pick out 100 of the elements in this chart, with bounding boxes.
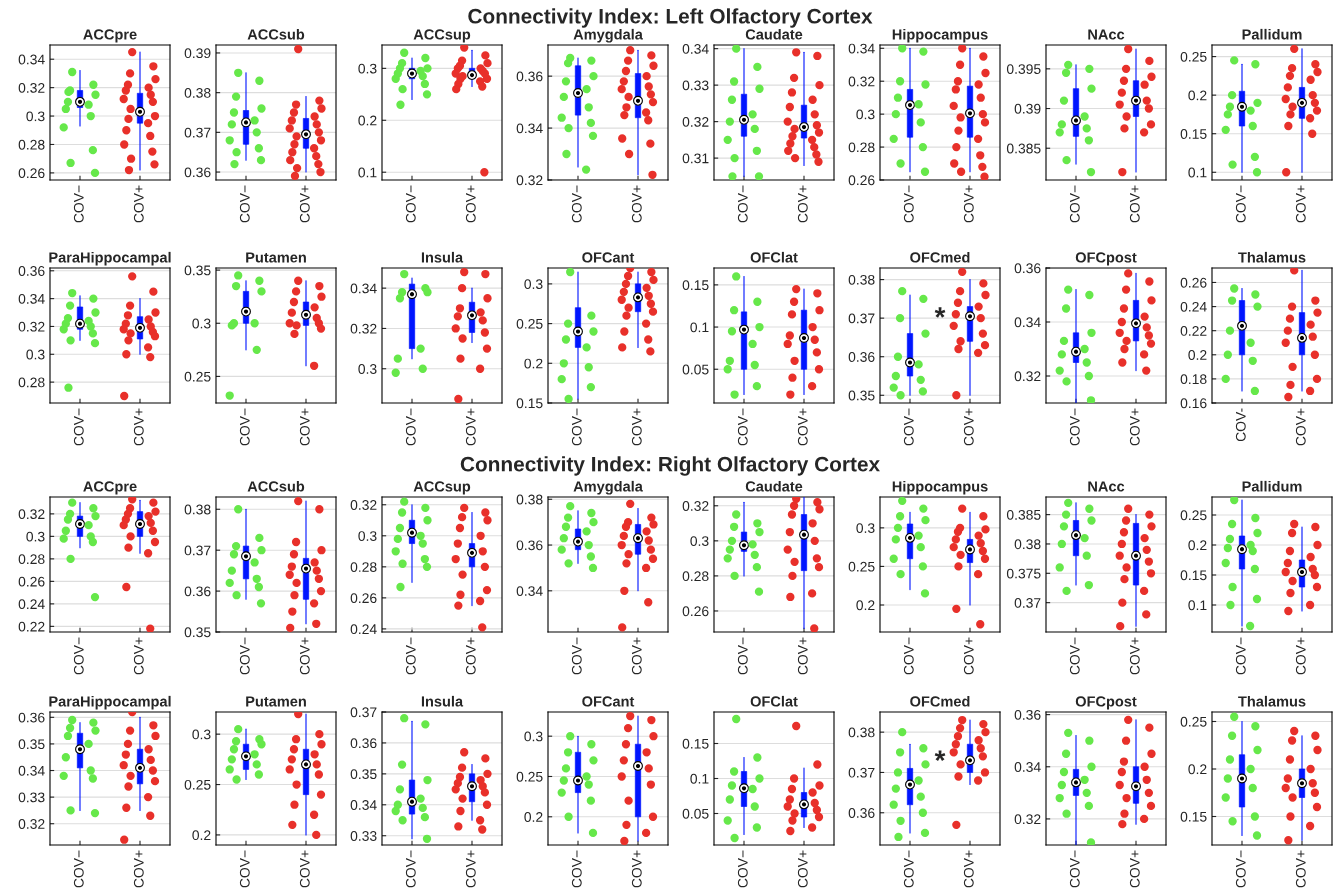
y-tick-label: 0.24: [1180, 301, 1207, 312]
y-tick-label: 0.36: [1014, 709, 1041, 720]
y-tick-label: 0.05: [682, 808, 709, 819]
x-tick-label: COV−: [1069, 637, 1080, 675]
y-tick-label: 0.2: [524, 812, 543, 822]
y-tick-label: 0.37: [1014, 597, 1041, 608]
chart-title: OFCmed: [910, 251, 970, 263]
y-tick-label: 0.25: [1180, 510, 1207, 521]
y-tick-label: 0.3: [690, 536, 709, 546]
x-tick-label: COV−: [1235, 185, 1246, 223]
y-tick-label: 0.34: [350, 800, 377, 810]
y-tick-label: 0.2: [856, 600, 875, 611]
y-tick-label: 0.25: [516, 771, 543, 782]
chart-title: Hippocampus: [892, 28, 988, 43]
x-tick-label: COV−: [571, 408, 582, 446]
chart-title: ACCsub: [247, 28, 305, 40]
x-tick-label: COV+: [1295, 408, 1306, 446]
y-tick-label: 0.2: [1188, 764, 1207, 775]
y-tick-label: 0.3: [524, 731, 543, 742]
y-tick-label: 0.33: [682, 80, 709, 91]
x-tick-label: COV−: [239, 637, 250, 675]
y-tick-label: 0.385: [1006, 509, 1041, 520]
chart-title: Thalamus: [1238, 695, 1306, 707]
x-tick-label: COV+: [1129, 637, 1140, 675]
chart-title: Amygdala: [573, 28, 643, 43]
x-tick-label: COV−: [73, 185, 84, 223]
annotation: *: [934, 750, 946, 761]
chart-title: ACCsup: [413, 29, 471, 43]
x-tick-label: COV+: [1129, 850, 1140, 888]
y-tick-label: 0.15: [682, 738, 709, 749]
chart-title: Putamen: [246, 696, 306, 707]
x-tick-label: COV+: [797, 185, 808, 223]
chart-title: ACCsub: [247, 480, 305, 492]
y-tick-label: 0.36: [516, 71, 543, 82]
y-tick-label: 0.15: [682, 280, 709, 291]
y-tick-label: 0.32: [1014, 814, 1041, 825]
x-tick-label: COV−: [405, 637, 416, 675]
y-tick-label: 0.38: [848, 274, 875, 285]
y-tick-label: 0.32: [682, 116, 709, 127]
y-tick-label: 0.35: [848, 390, 875, 401]
x-tick-label: COV+: [1295, 850, 1306, 888]
y-tick-label: 0.3: [524, 279, 543, 290]
y-tick-label: 0.1: [358, 167, 377, 178]
y-tick-label: 0.395: [1006, 64, 1041, 74]
x-tick-label: COV+: [797, 637, 808, 675]
chart-title: NAcc: [1088, 481, 1125, 492]
y-tick-label: 0.3: [26, 111, 45, 122]
y-tick-label: 0.36: [184, 167, 211, 178]
y-tick-label: 0.24: [18, 599, 45, 610]
chart-title: OFCpost: [1075, 252, 1137, 266]
x-tick-label: COV−: [239, 185, 250, 223]
chart-title: Hippocampus: [892, 480, 988, 495]
y-tick-label: 0.35: [184, 627, 211, 638]
y-tick-label: 0.3: [856, 109, 875, 120]
y-tick-label: 0.3: [192, 729, 211, 740]
chart-title: OFCant: [582, 696, 635, 707]
y-tick-label: 0.3: [192, 318, 211, 329]
x-tick-label: COV−: [239, 850, 250, 888]
y-tick-label: 0.22: [1180, 326, 1207, 336]
chart-title: ACCpre: [83, 481, 137, 495]
y-tick-label: 0.34: [848, 43, 875, 54]
x-tick-label: COV−: [405, 185, 416, 223]
y-tick-label: 0.3: [856, 523, 875, 534]
text: Connectivity Index: Right Olfactory Cortex: [460, 456, 880, 476]
chart-title: OFCmed: [910, 695, 970, 707]
x-tick-label: COV+: [631, 850, 642, 888]
y-tick-label: 0.28: [18, 554, 45, 565]
x-tick-label: COV+: [963, 408, 974, 446]
y-tick-label: 0.32: [1014, 371, 1041, 382]
x-tick-label: COV-: [1235, 408, 1246, 442]
x-tick-label: COV+: [465, 408, 476, 446]
x-tick-label: COV+: [963, 185, 974, 223]
y-tick-label: 0.375: [1006, 568, 1041, 579]
y-tick-label: 0.38: [184, 504, 211, 515]
y-tick-label: 0.26: [1180, 277, 1207, 288]
x-tick-label: COV−: [1069, 850, 1080, 888]
x-tick-label: COV−: [73, 637, 84, 675]
x-tick-label: COV−: [405, 850, 416, 888]
y-tick-label: 0.36: [516, 540, 543, 551]
y-tick-label: 0.32: [18, 321, 45, 332]
x-tick-label: COV−: [1235, 850, 1246, 888]
x-tick-label: COV−: [1069, 408, 1080, 446]
chart-title: NAcc: [1088, 29, 1125, 40]
y-tick-label: 0.2: [192, 830, 211, 841]
chart-title: Insula: [421, 695, 464, 707]
text: Connectivity Index: Left Olfactory Cortex: [468, 8, 873, 28]
y-tick-label: 0.3: [358, 364, 377, 374]
y-tick-label: 0.36: [18, 266, 45, 276]
chart-title: Amygdala: [573, 480, 643, 495]
x-tick-label: COV−: [1235, 637, 1246, 675]
y-tick-label: 0.39: [1014, 103, 1041, 114]
x-tick-label: COV+: [299, 850, 310, 888]
y-tick-label: 0.28: [18, 377, 45, 388]
x-tick-label: COV+: [963, 850, 974, 888]
x-tick-label: COV+: [465, 185, 476, 223]
y-tick-label: 0.25: [1180, 716, 1207, 727]
x-tick-label: COV+: [133, 637, 144, 675]
y-tick-label: 0.3: [358, 531, 377, 541]
x-tick-label: COV−: [903, 408, 914, 446]
x-tick-label: COV−: [737, 637, 748, 675]
